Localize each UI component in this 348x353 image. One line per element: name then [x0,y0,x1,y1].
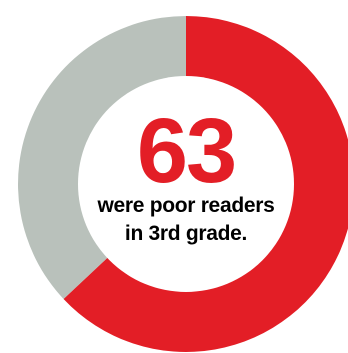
center-value: 63 [137,100,235,202]
donut-hole [78,76,294,292]
center-label-line-2: in 3rd grade. [125,222,247,245]
center-label-line-1: were poor readers [97,194,275,217]
